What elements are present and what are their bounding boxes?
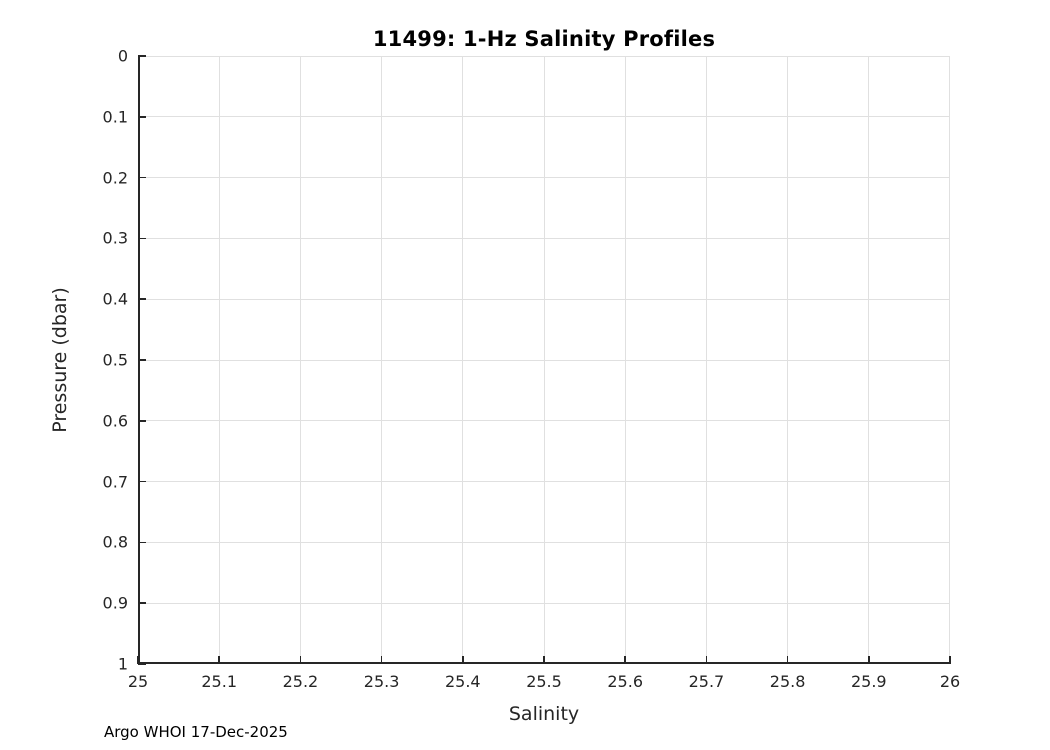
chart-title: 11499: 1-Hz Salinity Profiles	[372, 27, 716, 51]
x-gridline	[705, 56, 707, 664]
y-tick-mark	[138, 237, 146, 240]
y-tick-label: 0.5	[102, 350, 128, 370]
x-axis-label: Salinity	[508, 703, 580, 725]
plot-box-top-edge	[138, 56, 950, 57]
x-tick-mark	[786, 656, 789, 664]
y-tick-mark	[138, 541, 146, 544]
x-tick-mark	[137, 656, 139, 664]
x-tick-label: 25.8	[769, 672, 806, 691]
x-tick-label: 25.3	[363, 672, 400, 691]
y-tick-mark	[138, 116, 146, 118]
y-tick-label: 0.2	[102, 168, 128, 188]
x-gridline	[868, 56, 870, 664]
x-gridline	[543, 56, 545, 664]
y-tick-label: 0.9	[102, 593, 128, 613]
y-tick-mark	[138, 55, 146, 57]
x-gridline	[787, 56, 789, 664]
y-tick-mark	[138, 602, 146, 604]
y-tick-label: 0.4	[102, 289, 128, 309]
y-tick-mark	[138, 663, 146, 665]
x-tick-mark	[624, 656, 626, 664]
y-tick-mark	[138, 480, 146, 483]
x-tick-mark	[543, 656, 545, 664]
plot-box-right-edge	[949, 56, 950, 664]
footer-text: Argo WHOI 17-Dec-2025	[104, 723, 288, 741]
y-tick-label: 0.6	[102, 411, 128, 431]
y-tick-mark	[138, 359, 146, 361]
y-tick-label: 0.7	[102, 472, 128, 492]
x-tick-mark	[705, 656, 708, 664]
y-tick-label: 0.1	[102, 107, 128, 127]
y-tick-mark	[138, 176, 146, 179]
x-tick-label: 25.2	[282, 672, 319, 691]
x-tick-label: 25.6	[607, 672, 643, 691]
y-tick-mark	[138, 298, 146, 300]
x-tick-label: 25.5	[526, 672, 562, 691]
x-gridline	[299, 56, 301, 664]
x-tick-mark	[949, 656, 951, 664]
x-gridline	[462, 56, 464, 664]
x-tick-label: 25.9	[850, 672, 887, 691]
y-tick-label: 0	[117, 46, 128, 66]
x-gridline	[624, 56, 626, 664]
x-tick-mark	[868, 656, 870, 664]
y-tick-label: 0.3	[102, 228, 128, 248]
x-tick-label: 25	[127, 672, 149, 691]
x-tick-label: 26	[939, 672, 961, 691]
x-tick-label: 25.4	[444, 672, 481, 691]
y-tick-label: 1	[117, 654, 128, 674]
x-gridline	[218, 56, 220, 664]
x-tick-label: 25.7	[688, 672, 725, 691]
y-tick-mark	[138, 420, 146, 422]
x-tick-mark	[218, 656, 220, 664]
y-tick-label: 0.8	[102, 532, 128, 552]
x-tick-mark	[299, 656, 302, 664]
x-tick-mark	[462, 656, 464, 664]
plot-area	[137, 55, 951, 665]
x-gridline	[381, 56, 383, 664]
x-tick-mark	[380, 656, 383, 664]
x-tick-label: 25.1	[201, 672, 237, 691]
